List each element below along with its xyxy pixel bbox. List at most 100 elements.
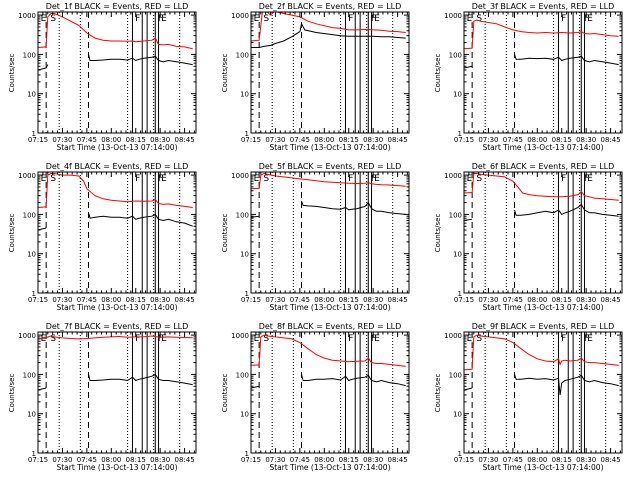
y-tick-label: 1000 (18, 12, 36, 20)
events-series-line (464, 374, 619, 396)
x-tick-label: 08:15 (339, 456, 359, 464)
y-tick-label: 1 (458, 290, 462, 298)
y-tick-label: 100 (236, 51, 249, 59)
x-tick-label: 07:30 (478, 136, 498, 144)
x-tick-label: 08:15 (552, 136, 572, 144)
marker-letter: F (158, 334, 163, 344)
panel-title: Det_5f BLACK = Events, RED = LLD (259, 162, 402, 171)
marker-letter: S (50, 334, 56, 344)
marker-letter: E (587, 14, 593, 24)
y-tick-label: 1 (245, 450, 249, 458)
x-tick-label: 08:00 (101, 456, 121, 464)
y-tick-label: 100 (236, 371, 249, 379)
x-tick-label: 07:15 (241, 456, 261, 464)
panel-title: Det_9f BLACK = Events, RED = LLD (472, 322, 615, 331)
x-tick-label: 07:45 (503, 296, 523, 304)
x-tick-label: 07:15 (28, 296, 48, 304)
marker-letter: F (561, 174, 566, 184)
x-tick-label: 08:45 (175, 136, 195, 144)
marker-letter: F (371, 334, 376, 344)
y-tick-label: 100 (236, 211, 249, 219)
x-tick-label: 08:45 (175, 456, 195, 464)
events-series-line (38, 54, 193, 71)
y-tick-label: 1 (245, 290, 249, 298)
marker-letter: E (374, 334, 380, 344)
x-tick-label: 08:15 (552, 456, 572, 464)
x-tick-label: 07:45 (503, 136, 523, 144)
x-tick-label: 07:15 (241, 296, 261, 304)
marker-letter: F (561, 14, 566, 24)
x-tick-label: 08:30 (363, 456, 383, 464)
y-tick-label: 1000 (444, 172, 462, 180)
marker-letter: S (476, 14, 482, 24)
x-tick-label: 07:15 (28, 456, 48, 464)
lld-series-line (251, 172, 406, 190)
marker-letter: F (584, 174, 589, 184)
marker-letter: S (50, 14, 56, 24)
x-tick-label: 08:45 (388, 136, 408, 144)
x-tick-label: 07:30 (478, 296, 498, 304)
x-tick-label: 08:15 (339, 296, 359, 304)
marker-letter: E (254, 174, 260, 184)
x-tick-label: 07:45 (290, 296, 310, 304)
marker-letter: E (41, 174, 47, 184)
y-axis-label: Counts/sec (8, 374, 16, 413)
plot-frame (37, 11, 197, 134)
marker-letter: F (348, 334, 353, 344)
y-tick-label: 10 (453, 91, 462, 99)
y-tick-label: 100 (23, 211, 36, 219)
lld-series-line (464, 334, 619, 371)
x-axis-label: Start Time (13-Oct-13 07:14:00) (269, 143, 390, 152)
y-axis-label: Counts/sec (8, 214, 16, 253)
lld-series-line (251, 334, 406, 367)
y-tick-label: 100 (23, 371, 36, 379)
marker-letter: F (348, 174, 353, 184)
marker-letter: E (587, 174, 593, 184)
marker-letter: F (348, 14, 353, 24)
x-tick-label: 07:45 (77, 296, 97, 304)
y-tick-label: 1000 (231, 12, 249, 20)
y-tick-label: 10 (240, 251, 249, 259)
x-tick-label: 07:30 (52, 136, 72, 144)
marker-letter: S (476, 334, 482, 344)
marker-letter: E (587, 334, 593, 344)
marker-letter: E (254, 14, 260, 24)
y-tick-label: 100 (449, 211, 462, 219)
x-tick-label: 07:45 (503, 456, 523, 464)
y-tick-label: 10 (240, 91, 249, 99)
marker-letter: S (263, 174, 269, 184)
marker-letter: F (584, 334, 589, 344)
x-tick-label: 08:15 (126, 296, 146, 304)
x-tick-label: 07:15 (454, 296, 474, 304)
x-tick-label: 08:30 (150, 296, 170, 304)
panel-title: Det_7f BLACK = Events, RED = LLD (46, 322, 189, 331)
plot-frame (37, 331, 197, 454)
y-tick-label: 1000 (231, 172, 249, 180)
x-tick-label: 08:00 (314, 456, 334, 464)
x-axis-label: Start Time (13-Oct-13 07:14:00) (269, 463, 390, 472)
x-axis-label: Start Time (13-Oct-13 07:14:00) (56, 143, 177, 152)
panel-title: Det_2f BLACK = Events, RED = LLD (259, 2, 402, 11)
y-tick-label: 100 (23, 51, 36, 59)
y-axis-label: Counts/sec (221, 374, 229, 413)
x-tick-label: 08:15 (339, 136, 359, 144)
marker-letter: S (476, 174, 482, 184)
marker-letter: F (135, 14, 140, 24)
y-axis-label: Counts/sec (221, 214, 229, 253)
y-tick-label: 10 (240, 411, 249, 419)
x-tick-label: 07:45 (77, 136, 97, 144)
x-tick-label: 08:30 (150, 456, 170, 464)
x-tick-label: 07:30 (265, 136, 285, 144)
x-tick-label: 07:30 (265, 456, 285, 464)
y-axis-label: Counts/sec (221, 54, 229, 93)
plot-frame (37, 171, 197, 294)
events-series-line (38, 373, 193, 391)
y-axis-label: Counts/sec (434, 374, 442, 413)
marker-letter: E (161, 334, 167, 344)
x-tick-label: 08:15 (126, 136, 146, 144)
marker-letter: E (254, 334, 260, 344)
